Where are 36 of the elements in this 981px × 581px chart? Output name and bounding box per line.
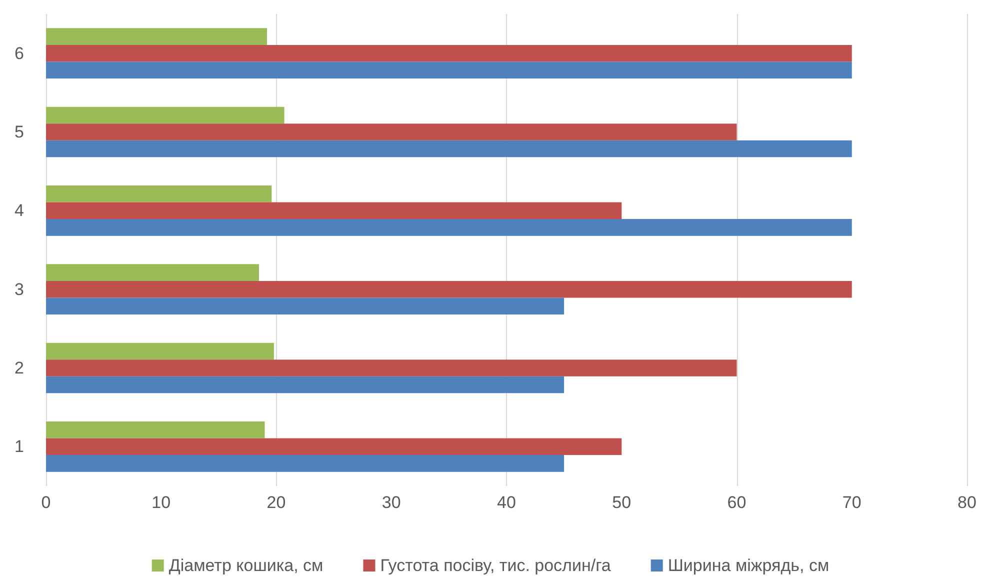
legend-label: Діаметр кошика, см: [168, 556, 324, 575]
x-tick-label: 50: [612, 493, 632, 512]
y-tick-label: 2: [14, 358, 24, 378]
y-tick-label: 4: [14, 201, 24, 220]
x-tick-label: 40: [497, 493, 516, 512]
bar: [46, 28, 268, 45]
x-tick-label: 10: [152, 493, 171, 512]
x-tick-label: 30: [382, 493, 401, 512]
bar: [46, 421, 265, 438]
y-tick-label: 5: [14, 122, 24, 142]
bar: [46, 455, 564, 472]
y-tick-label: 3: [14, 280, 24, 299]
x-tick-label: 70: [842, 493, 862, 512]
x-tick-label: 80: [958, 493, 976, 512]
bar: [46, 106, 284, 124]
bar: [46, 342, 274, 360]
x-tick-label: 0: [41, 493, 51, 512]
bar: [46, 124, 737, 140]
bar: [46, 202, 622, 220]
legend-label: Густота посіву, тис. рослин/га: [380, 556, 612, 575]
legend-label: Ширина міжрядь, см: [668, 556, 830, 575]
x-tick-label: 20: [266, 493, 286, 512]
bar: [46, 140, 852, 158]
x-tick-label: 60: [727, 493, 746, 512]
bar: [46, 62, 852, 79]
bar: [46, 264, 259, 281]
bar: [46, 298, 564, 315]
y-tick-label: 6: [14, 44, 24, 63]
bar: [46, 280, 852, 298]
bar: [46, 185, 272, 202]
bar: [46, 438, 622, 456]
bar: [46, 219, 852, 236]
bar: [46, 376, 564, 394]
y-tick-label: 1: [14, 437, 24, 456]
bar: [46, 44, 852, 62]
bar: [46, 360, 737, 376]
